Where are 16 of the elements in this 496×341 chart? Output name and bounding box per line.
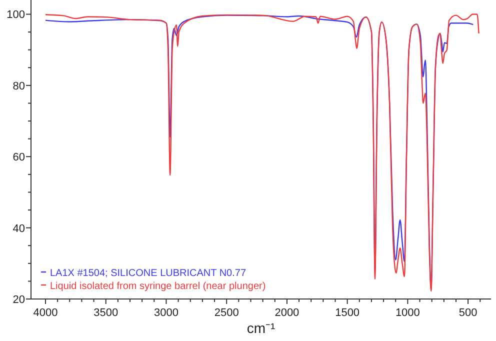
legend-label: Liquid isolated from syringe barrel (near plunger) [50, 281, 266, 292]
y-tick-label: 100 [6, 9, 25, 22]
x-tick-label: 4000 [33, 307, 58, 319]
x-tick-label: 500 [458, 307, 478, 319]
y-tick-label: 60 [12, 152, 25, 164]
x-tick-label: 3500 [94, 307, 118, 319]
x-tick-label: 1000 [395, 307, 420, 319]
legend-label: LA1X #1504; SILICONE LUBRICANT N0.77 [50, 268, 246, 279]
x-tick-label: 2000 [274, 307, 300, 319]
y-tick-label: 40 [12, 222, 25, 235]
y-tick-label: 20 [12, 294, 25, 306]
x-tick-label: 3000 [154, 307, 178, 319]
x-axis-title: cm⁻¹ [246, 320, 276, 336]
x-tick-label: 2500 [214, 307, 239, 319]
x-tick-label: 1500 [335, 307, 360, 319]
y-tick-label: 80 [12, 80, 25, 92]
